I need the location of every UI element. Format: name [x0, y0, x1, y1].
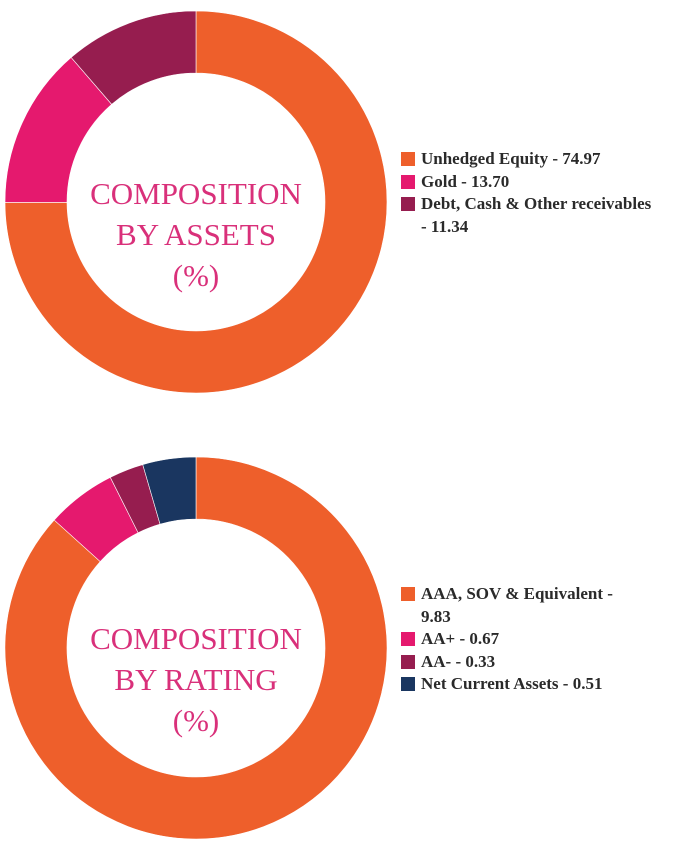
- rating-composition-chart: COMPOSITION BY RATING (%) AAA, SOV & Equ…: [0, 445, 697, 856]
- assets-title-line-3: (%): [172, 258, 220, 293]
- legend-swatch: [401, 152, 415, 166]
- legend-label: AAA, SOV & Equivalent -: [421, 584, 613, 603]
- legend-label: Unhedged Equity - 74.97: [421, 149, 601, 168]
- legend-item-debt-cash: Debt, Cash & Other receivables - 11.34: [401, 193, 697, 238]
- donut-slice-1: [4, 456, 388, 840]
- legend-swatch: [401, 632, 415, 646]
- assets-donut: [4, 10, 388, 394]
- assets-center-title: COMPOSITION BY ASSETS (%): [46, 173, 346, 296]
- legend-swatch: [401, 677, 415, 691]
- legend-item-aa-minus: AA- - 0.33: [401, 651, 697, 674]
- legend-label: Net Current Assets - 0.51: [421, 674, 603, 693]
- legend-item-unhedged-equity: Unhedged Equity - 74.97: [401, 148, 697, 171]
- assets-composition-chart: COMPOSITION BY ASSETS (%) Unhedged Equit…: [0, 0, 697, 420]
- legend-swatch: [401, 654, 415, 669]
- legend-item-aa-plus: AA+ - 0.67: [401, 628, 697, 651]
- legend-swatch: [401, 587, 415, 601]
- legend-label: Debt, Cash & Other receivables: [421, 194, 652, 213]
- rating-legend: AAA, SOV & Equivalent - 9.83 AA+ - 0.67 …: [401, 583, 697, 696]
- donut-slice-3: [70, 10, 197, 105]
- rating-title-line-3: (%): [172, 703, 220, 738]
- assets-title-line-2: BY ASSETS: [116, 217, 276, 252]
- assets-title-line-1: COMPOSITION: [90, 176, 302, 211]
- legend-swatch: [401, 174, 415, 189]
- legend-item-gold: Gold - 13.70: [401, 171, 697, 194]
- legend-label: Gold - 13.70: [421, 171, 510, 191]
- legend-item-aaa-sov: AAA, SOV & Equivalent - 9.83: [401, 583, 697, 628]
- legend-item-net-current-assets: Net Current Assets - 0.51: [401, 673, 697, 696]
- legend-label-continued: 9.83: [421, 606, 451, 626]
- rating-title-line-1: COMPOSITION: [90, 621, 302, 656]
- legend-label-continued: - 11.34: [421, 216, 469, 236]
- rating-center-title: COMPOSITION BY RATING (%): [46, 618, 346, 741]
- rating-donut: [4, 456, 388, 840]
- assets-legend: Unhedged Equity - 74.97 Gold - 13.70 Deb…: [401, 148, 697, 238]
- donut-slice-1: [4, 10, 388, 394]
- legend-label: AA+ - 0.67: [421, 629, 500, 648]
- legend-label: AA- - 0.33: [421, 651, 496, 671]
- donut-slice-4: [142, 456, 197, 525]
- legend-swatch: [401, 197, 415, 211]
- rating-title-line-2: BY RATING: [114, 662, 278, 697]
